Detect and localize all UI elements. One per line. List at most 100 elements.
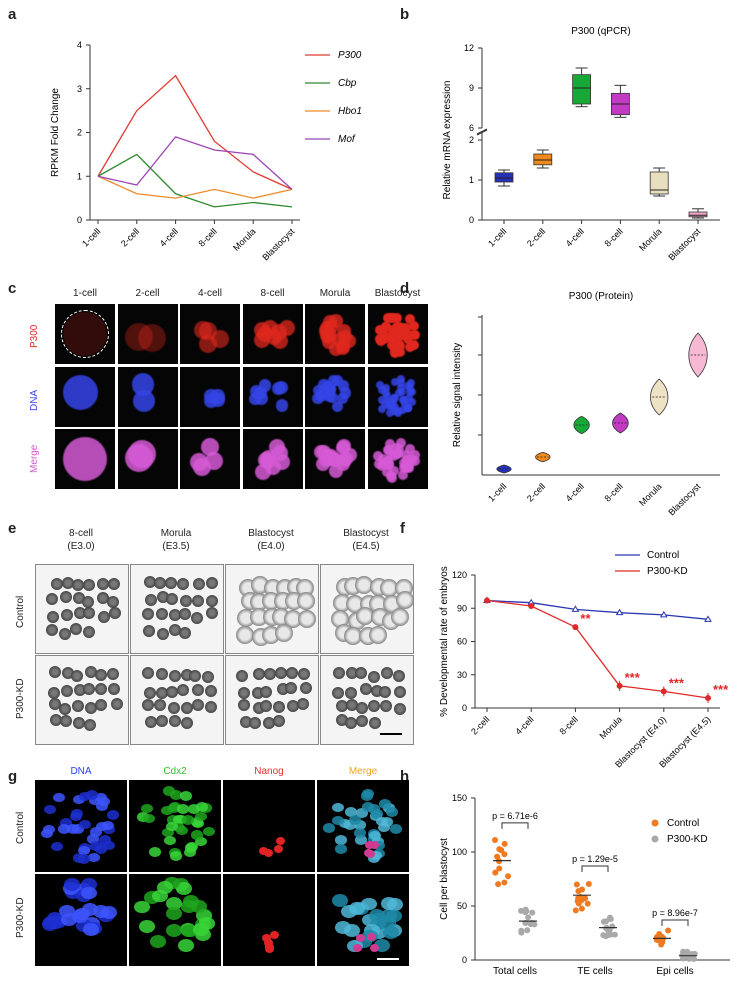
embryo [368, 699, 381, 712]
embryo [177, 683, 190, 696]
embryo [84, 718, 97, 731]
nucleus [276, 836, 286, 845]
nucleus [169, 789, 182, 800]
nucleus [332, 893, 349, 907]
column-label: Merge [348, 766, 378, 777]
nucleus [168, 803, 181, 813]
y-tick-label: 3 [77, 84, 82, 94]
embryo [391, 608, 410, 627]
y-tick-label: 90 [457, 603, 467, 613]
embryo [96, 577, 109, 590]
cell-nucleus [198, 335, 217, 354]
fluorescence-P300-KD-DNA [35, 874, 127, 966]
nucleus [180, 791, 193, 801]
nucleus [134, 900, 151, 914]
nucleus [89, 841, 102, 851]
embryo [355, 575, 374, 594]
brightfield-P300-KD-0 [35, 655, 129, 745]
embryo [71, 578, 84, 591]
y-tick-label: 1 [77, 171, 82, 181]
embryo [369, 625, 388, 644]
cell-nucleus [394, 347, 405, 358]
y-tick-label: 120 [452, 570, 467, 580]
embryo [145, 594, 158, 607]
data-point-Control [573, 881, 580, 888]
nucleus [51, 841, 64, 852]
series-line-P300-KD [486, 599, 709, 699]
nucleus [380, 896, 397, 910]
column-label: 8-cell [260, 288, 285, 299]
cell-nucleus [399, 406, 408, 415]
nucleus [331, 802, 344, 813]
nucleus [95, 800, 108, 811]
cell-nucleus [132, 389, 156, 413]
micrograph-P300-1-cell [55, 304, 115, 364]
nucleus [331, 815, 344, 826]
legend-label-Control: Control [667, 818, 699, 829]
embryo [153, 699, 166, 712]
embryo [393, 702, 406, 715]
embryo [236, 669, 249, 682]
nucleus [162, 786, 175, 796]
embryo [107, 578, 120, 591]
box-Blastocyst [688, 211, 708, 218]
embryo [59, 702, 72, 715]
series-line-Hbo1 [97, 175, 293, 199]
nucleus [88, 795, 101, 806]
data-point-Control [615, 608, 624, 616]
nucleus [348, 901, 365, 915]
x-tick-label: Total cells [493, 966, 537, 977]
nucleus [335, 835, 348, 845]
embryo [286, 700, 299, 713]
legend-swatch-Control [651, 819, 659, 827]
cell-nucleus [390, 442, 401, 453]
embryo [249, 607, 268, 626]
embryo [252, 668, 265, 681]
panel-c-microscopy-grid: 1-cell 2-cell 4-cell 8-cell Morula Blastocyst… [25, 288, 428, 508]
embryo [62, 577, 75, 590]
embryo [95, 698, 108, 711]
nucleus [263, 939, 273, 948]
nucleus [165, 907, 182, 921]
embryo [97, 592, 110, 605]
nucleus [176, 803, 189, 814]
embryo [107, 683, 120, 696]
cell-nucleus [403, 462, 414, 473]
nucleus [377, 822, 390, 833]
y-tick-label: 0 [469, 215, 474, 225]
embryo [141, 666, 154, 679]
micrograph-DNA-1-cell [55, 366, 115, 427]
series-line-Cbp [97, 153, 293, 208]
column-label: DNA [70, 766, 92, 777]
cell-nucleus [383, 460, 394, 471]
embryo [260, 699, 273, 712]
y-axis-label: RPKM Fold Change [50, 88, 61, 177]
data-point-Control [501, 851, 508, 858]
nucleus [79, 819, 92, 830]
significance-label: ** [580, 611, 591, 626]
nucleus [195, 811, 208, 822]
embryo [73, 683, 86, 696]
series-line-P300 [97, 74, 293, 190]
data-point-P300-KD [611, 931, 618, 938]
nucleus [143, 813, 156, 824]
embryo [238, 686, 251, 699]
column-label: 2-cell [135, 288, 160, 299]
nucleus [162, 827, 175, 838]
panel-letter-c: c [8, 280, 17, 297]
cell-nucleus [377, 461, 388, 472]
nucleus [175, 882, 192, 896]
embryo [72, 717, 85, 730]
data-point-Control [572, 907, 579, 914]
scale-bar [377, 958, 399, 960]
nucleus [361, 897, 378, 911]
embryo [356, 714, 369, 727]
significance-label: *** [713, 682, 729, 697]
cell-nucleus [378, 395, 387, 404]
nucleus [355, 808, 368, 818]
data-point-Control [704, 615, 712, 622]
brightfield-Control-0 [35, 564, 129, 654]
x-tick-label: 4-cell [158, 226, 180, 248]
x-tick-label: 2-cell [119, 226, 141, 248]
data-point-P300-KD [607, 914, 614, 921]
